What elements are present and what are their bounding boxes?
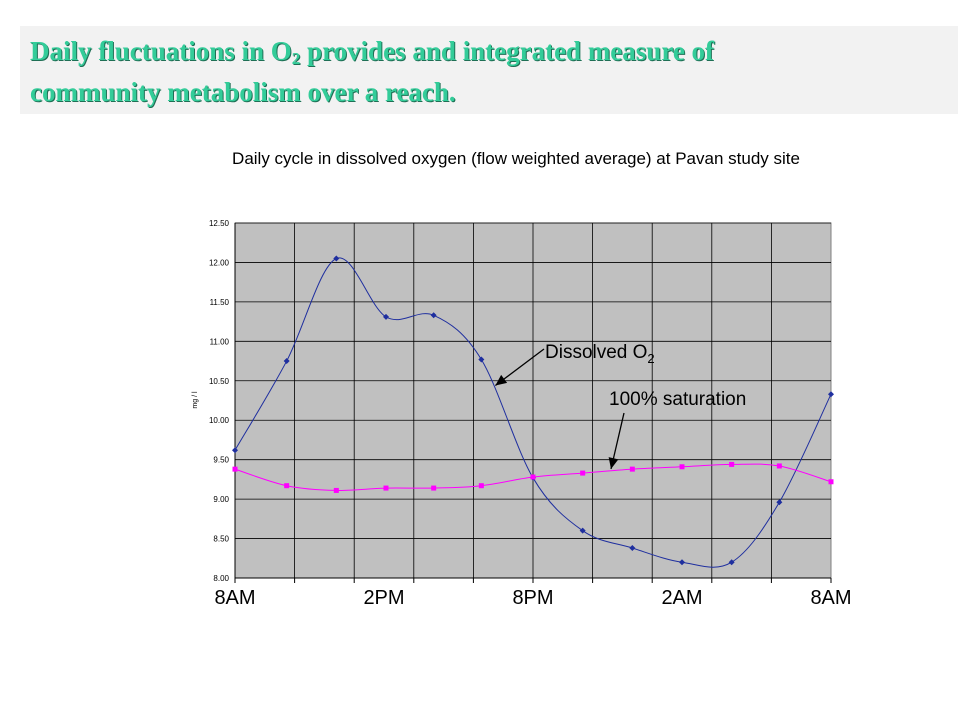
dissolved-o2-data-point xyxy=(776,499,783,506)
y-axis-label: mg / l xyxy=(192,391,199,409)
dissolved-o2-data-point xyxy=(679,559,685,566)
series-layer xyxy=(232,255,834,568)
saturation-data-point xyxy=(530,474,536,480)
y-tick-label: 10.50 xyxy=(209,377,230,386)
saturation-arrow-head xyxy=(608,457,619,469)
saturation-data-point xyxy=(333,487,339,493)
x-tick-label: 8AM xyxy=(214,587,255,609)
dissolved-o2-data-point xyxy=(728,559,735,566)
annotation-layer: Dissolved O2 100% saturation xyxy=(494,342,746,470)
y-tick-label: 12.00 xyxy=(209,258,230,267)
x-tick-labels: 8AM 2PM 8PM 2AM 8AM xyxy=(214,587,851,609)
dissolved-o2-data-point xyxy=(478,356,485,363)
slide-title-subscript: 2 xyxy=(291,49,301,68)
x-tick-label: 8AM xyxy=(810,587,851,609)
saturation-data-point xyxy=(828,479,834,485)
y-tick-label: 8.50 xyxy=(213,535,229,544)
slide-title-text-part1: Daily fluctuations in O xyxy=(30,36,292,66)
saturation-data-point xyxy=(284,483,290,489)
y-tick-label: 9.50 xyxy=(213,456,229,465)
saturation-data-point xyxy=(729,461,735,467)
annotation-dissolved-o2-main: Dissolved O xyxy=(545,342,647,363)
chart-title: Daily cycle in dissolved oxygen (flow we… xyxy=(232,149,800,168)
y-tick-label: 11.00 xyxy=(210,337,230,346)
dissolved-o2-data-point xyxy=(333,255,340,262)
dissolved-o2-data-point xyxy=(232,447,238,454)
dissolved-o2-data-point xyxy=(382,313,389,320)
annotation-saturation: 100% saturation xyxy=(609,389,746,410)
dissolved-o2-data-point xyxy=(629,545,636,552)
slide-title-text-part2: provides and integrated measure of xyxy=(300,36,715,66)
x-tick-label: 8PM xyxy=(512,587,553,609)
y-tick-labels: 8.00 8.50 9.00 9.50 10.00 10.50 11.00 11.50 12.0… xyxy=(209,219,230,583)
dissolved-o2-data-point xyxy=(828,391,834,398)
dissolved-o2-data-point xyxy=(579,527,586,534)
saturation-data-point xyxy=(776,463,782,469)
saturation-data-point xyxy=(431,485,437,491)
saturation-data-point xyxy=(629,466,635,472)
x-tick-label: 2PM xyxy=(363,587,404,609)
x-tick-label: 2AM xyxy=(661,587,702,609)
dissolved-o2-arrow-head xyxy=(495,374,508,386)
y-tick-label: 11.50 xyxy=(210,298,230,307)
slide-title-line-1: Daily fluctuations in O2 provides and in… xyxy=(30,36,714,67)
y-tick-label: 9.00 xyxy=(213,495,229,504)
dissolved-o2-data-point xyxy=(283,358,290,365)
saturation-data-point xyxy=(580,470,586,476)
annotation-dissolved-o2-sub: 2 xyxy=(647,351,654,366)
axes xyxy=(234,223,832,583)
saturation-data-point xyxy=(232,466,238,472)
y-tick-label: 10.00 xyxy=(209,416,230,425)
annotation-dissolved-o2: Dissolved O2 xyxy=(545,342,655,366)
slide-title: Daily fluctuations in O2 provides and in… xyxy=(20,26,958,114)
y-tick-label: 8.00 xyxy=(213,574,229,583)
y-tick-label: 12.50 xyxy=(209,219,230,228)
saturation-data-point xyxy=(478,483,484,489)
slide-title-line-2: community metabolism over a reach. xyxy=(30,77,456,107)
dissolved-o2-data-point xyxy=(430,312,437,319)
saturation-data-point xyxy=(383,485,389,491)
saturation-data-point xyxy=(679,464,685,470)
